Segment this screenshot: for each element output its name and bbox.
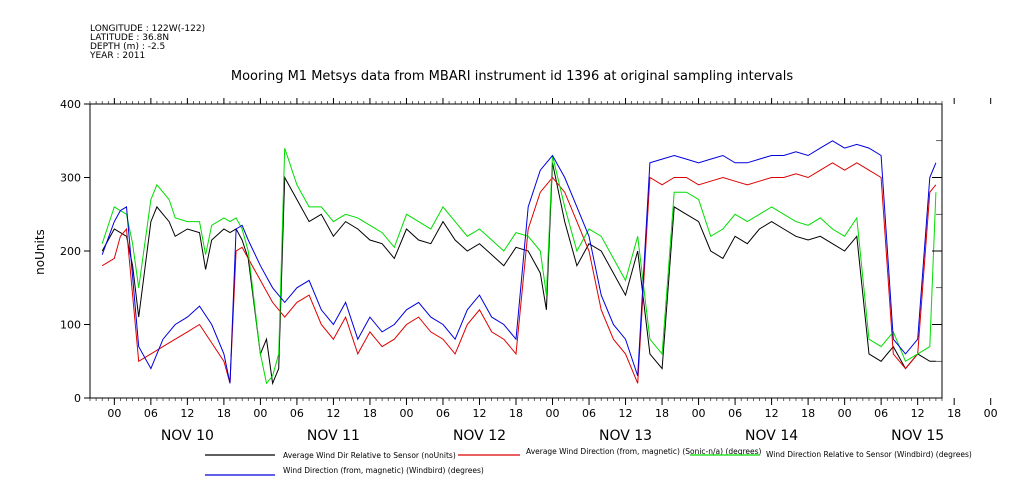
x-tick-label: 12 bbox=[472, 407, 486, 420]
meta-depth: DEPTH (m) : -2.5 bbox=[90, 42, 165, 52]
x-tick-label: 06 bbox=[290, 407, 304, 420]
legend-label: Wind Direction (from, magnetic) (Windbir… bbox=[283, 466, 484, 475]
x-day-label: NOV 10 bbox=[161, 428, 214, 444]
x-tick-label: 00 bbox=[253, 407, 267, 420]
x-tick-label: 00 bbox=[107, 407, 121, 420]
x-tick-label: 06 bbox=[144, 407, 158, 420]
x-day-label: NOV 14 bbox=[745, 428, 798, 444]
meta-latitude: LATITUDE : 36.8N bbox=[90, 33, 169, 43]
x-tick-label: 00 bbox=[692, 407, 706, 420]
series-line-3 bbox=[101, 147, 937, 385]
y-ticks: 0 100 200 300 400 bbox=[60, 98, 942, 405]
series-line-1 bbox=[101, 162, 936, 386]
x-tick-label: 12 bbox=[911, 407, 925, 420]
legend-label: Wind Direction Relative to Sensor (Windb… bbox=[766, 450, 972, 459]
x-tick-label: 18 bbox=[363, 407, 377, 420]
x-tick-label: 00 bbox=[984, 407, 998, 420]
x-tick-label: 06 bbox=[728, 407, 742, 420]
y-tick-label: 0 bbox=[74, 392, 81, 405]
legend: Average Wind Dir Relative to Sensor (noU… bbox=[205, 447, 972, 476]
x-tick-label: 18 bbox=[655, 407, 669, 420]
x-tick-label: 06 bbox=[436, 407, 450, 420]
x-tick-label: 06 bbox=[582, 407, 596, 420]
x-tick-label: 12 bbox=[180, 407, 194, 420]
y-tick-label: 100 bbox=[60, 319, 81, 332]
x-tick-label: 18 bbox=[947, 407, 961, 420]
minor-ticks bbox=[89, 101, 943, 401]
x-tick-label: 12 bbox=[619, 407, 633, 420]
x-day-label: NOV 15 bbox=[891, 428, 944, 444]
legend-label: Average Wind Dir Relative to Sensor (noU… bbox=[283, 451, 456, 460]
x-day-label: NOV 13 bbox=[599, 428, 652, 444]
x-tick-label: 18 bbox=[801, 407, 815, 420]
x-day-label: NOV 12 bbox=[453, 428, 506, 444]
legend-label: Average Wind Direction (from, magnetic) … bbox=[526, 447, 762, 456]
x-tick-label: 18 bbox=[217, 407, 231, 420]
x-tick-label: 00 bbox=[546, 407, 560, 420]
series-line-4 bbox=[101, 140, 937, 384]
meta-longitude: LONGITUDE : 122W(-122) bbox=[90, 24, 205, 34]
x-tick-label: 00 bbox=[838, 407, 852, 420]
x-ticks: 00 06 12 18 00 06 12 18 00 06 12 18 00 06 12 18 00 06 12 18… bbox=[107, 98, 998, 444]
series-line-2 bbox=[101, 162, 937, 384]
metadata-block: LONGITUDE : 122W(-122) LATITUDE : 36.8N … bbox=[89, 24, 205, 61]
y-axis-label: noUnits bbox=[33, 229, 47, 275]
legend-item-windbird-rel: Wind Direction Relative to Sensor (Windb… bbox=[690, 450, 972, 459]
x-tick-label: 12 bbox=[765, 407, 779, 420]
x-tick-label: 12 bbox=[326, 407, 340, 420]
y-tick-label: 400 bbox=[60, 98, 81, 111]
series-layer bbox=[101, 140, 937, 386]
meta-year: YEAR : 2011 bbox=[89, 51, 145, 61]
legend-item-avg-rel-sensor: Average Wind Dir Relative to Sensor (noU… bbox=[205, 451, 456, 460]
legend-item-windbird-dir: Wind Direction (from, magnetic) (Windbir… bbox=[205, 466, 484, 476]
x-tick-label: 00 bbox=[399, 407, 413, 420]
x-tick-label: 18 bbox=[509, 407, 523, 420]
x-day-label: NOV 11 bbox=[307, 428, 360, 444]
x-tick-label: 06 bbox=[874, 407, 888, 420]
chart-title: Mooring M1 Metsys data from MBARI instru… bbox=[231, 69, 793, 84]
y-tick-label: 200 bbox=[60, 245, 81, 258]
y-tick-label: 300 bbox=[60, 172, 81, 185]
legend-item-avg-wind-dir: Average Wind Direction (from, magnetic) … bbox=[458, 447, 762, 456]
